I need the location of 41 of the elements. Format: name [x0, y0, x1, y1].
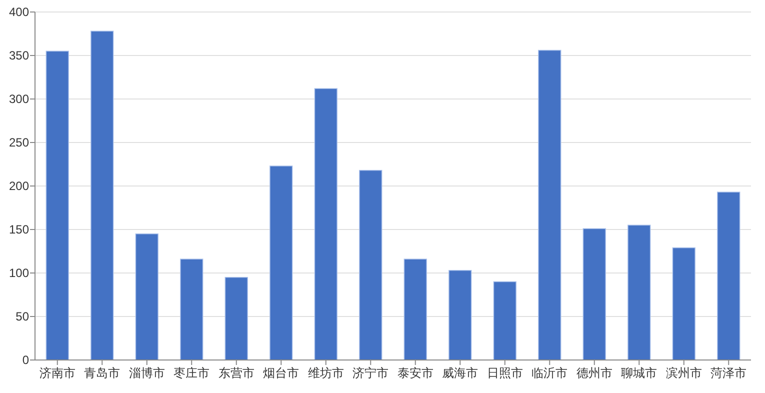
x-tick-label: 济南市 [39, 366, 76, 380]
x-tick-label: 临沂市 [532, 366, 568, 380]
x-tick-label: 聊城市 [621, 366, 658, 380]
x-tick-label: 日照市 [486, 366, 523, 380]
y-tick-label: 100 [8, 266, 30, 280]
bar [359, 170, 382, 360]
x-tick-label: 维坊市 [308, 366, 344, 380]
x-tick-label: 济宁市 [352, 366, 389, 380]
y-tick-label: 150 [8, 222, 30, 236]
bar [493, 281, 516, 360]
x-tick-label: 枣庄市 [174, 366, 210, 380]
bar [314, 88, 338, 360]
x-tick-label: 东营市 [218, 366, 254, 380]
bar [717, 192, 740, 360]
bar [538, 50, 562, 360]
y-tick-label: 0 [22, 353, 30, 367]
bar [628, 224, 651, 360]
x-tick-label: 烟台市 [263, 366, 300, 380]
y-tick-label: 250 [8, 136, 30, 150]
bar [404, 258, 427, 360]
bar [135, 233, 158, 360]
x-tick-label: 泰安市 [397, 366, 434, 380]
x-tick-label: 菏泽市 [710, 366, 747, 380]
bar [46, 50, 69, 360]
bar [672, 247, 696, 360]
y-tick-label: 350 [8, 48, 30, 62]
bar [90, 30, 114, 360]
y-tick-label: 50 [16, 310, 30, 324]
bar [180, 258, 204, 360]
x-tick-label: 滨州市 [666, 366, 702, 380]
y-tick-label: 400 [8, 5, 30, 19]
y-tick-label: 300 [8, 92, 30, 106]
bar [224, 276, 248, 360]
bar [448, 270, 472, 360]
x-tick-label: 德州市 [576, 366, 612, 380]
y-tick-label: 200 [8, 179, 30, 193]
x-tick-label: 威海市 [442, 366, 478, 380]
x-tick-label: 青岛市 [84, 366, 120, 380]
bar [270, 166, 293, 360]
x-tick-label: 淄博市 [128, 366, 165, 380]
bar [582, 228, 606, 360]
